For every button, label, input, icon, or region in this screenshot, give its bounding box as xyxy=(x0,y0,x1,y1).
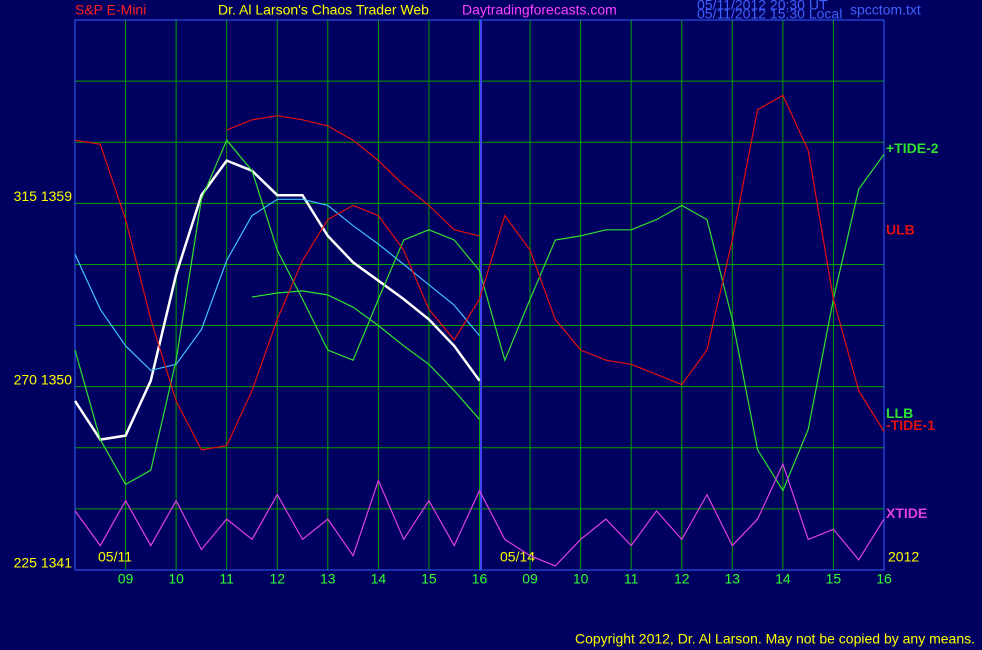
x-tick-label: 13 xyxy=(725,571,741,587)
series-line xyxy=(226,115,480,237)
x-tick-label: 09 xyxy=(118,571,134,587)
plot-frame xyxy=(74,19,885,571)
date-label: 05/14 xyxy=(500,549,535,565)
timestamp-ut: 05/11/2012 20:30 UT xyxy=(697,0,828,13)
chart-subtitle: Dr. Al Larson's Chaos Trader Web xyxy=(218,2,429,18)
y-tick-label: 225 1341 xyxy=(14,555,73,571)
x-tick-label: 10 xyxy=(168,571,184,587)
series-line xyxy=(73,159,481,441)
x-tick-label: 14 xyxy=(775,571,791,587)
chart-title: S&P E-Mini xyxy=(75,2,146,18)
site: Daytradingforecasts.com xyxy=(462,2,617,18)
series-line xyxy=(74,94,885,451)
file-name: spcctom.txt xyxy=(850,2,921,18)
timestamp-local: 05/11/2012 15:30 Local xyxy=(697,6,842,22)
series-line xyxy=(74,462,885,567)
x-tick-label: 15 xyxy=(421,571,437,587)
x-tick-label: 12 xyxy=(269,571,285,587)
series-label: -TIDE-1 xyxy=(886,417,935,433)
x-tick-label: 10 xyxy=(573,571,589,587)
series-line xyxy=(74,139,885,492)
x-tick-label: 11 xyxy=(624,571,639,587)
x-tick-label: 09 xyxy=(522,571,538,587)
date-label: 05/11 xyxy=(98,549,132,565)
year-label: 2012 xyxy=(888,549,919,565)
y-tick-label: 315 1359 xyxy=(14,188,73,204)
x-tick-label: 14 xyxy=(371,571,387,587)
series-label: LLB xyxy=(886,405,913,421)
copyright: Copyright 2012, Dr. Al Larson. May not b… xyxy=(575,631,975,647)
y-tick-label: 270 1350 xyxy=(14,371,73,387)
series-label: ULB xyxy=(886,222,915,238)
x-tick-label: 12 xyxy=(674,571,690,587)
series-label: +TIDE-2 xyxy=(886,140,939,156)
x-tick-label: 13 xyxy=(320,571,336,587)
series-label: XTIDE xyxy=(886,505,927,521)
x-tick-label: 15 xyxy=(826,571,842,587)
series-line xyxy=(251,290,480,420)
x-tick-label: 11 xyxy=(219,571,234,587)
x-tick-label: 16 xyxy=(472,571,488,587)
x-tick-label: 16 xyxy=(876,571,892,587)
